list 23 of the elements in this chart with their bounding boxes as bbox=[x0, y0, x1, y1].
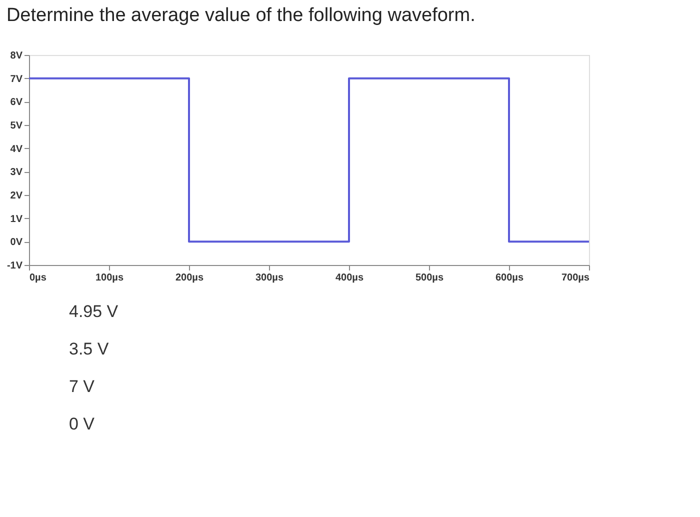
chart-title: Determine the average value of the following waveform. bbox=[6, 5, 476, 26]
x-tick-label: 700µs bbox=[561, 272, 590, 284]
x-tick-label: 300µs bbox=[255, 272, 284, 284]
x-tick-label: 600µs bbox=[495, 272, 524, 284]
y-tick-label: 5V bbox=[10, 120, 23, 132]
x-tick-label: 0µs bbox=[30, 272, 47, 284]
text: 4.95 V bbox=[69, 302, 119, 321]
y-tick-label: 8V bbox=[10, 50, 23, 62]
y-tick-label: 6V bbox=[10, 97, 23, 108]
y-tick-label: 4V bbox=[10, 144, 23, 155]
y-tick-label: 7V bbox=[10, 74, 23, 85]
y-tick-label: 3V bbox=[10, 167, 23, 178]
x-tick-label: 200µs bbox=[175, 272, 204, 284]
x-tick-label: 400µs bbox=[335, 272, 364, 284]
y-tick-label: 2V bbox=[10, 190, 23, 202]
y-tick-label: 1V bbox=[10, 214, 23, 225]
y-tick-label: -1V bbox=[6, 260, 23, 272]
text: 7 V bbox=[69, 376, 96, 396]
y-tick-label: 0V bbox=[10, 237, 23, 248]
x-tick-label: 500µs bbox=[415, 272, 444, 284]
x-tick-label: 100µs bbox=[95, 272, 124, 284]
text: 0 V bbox=[69, 414, 96, 434]
text: 3.5 V bbox=[69, 339, 110, 358]
